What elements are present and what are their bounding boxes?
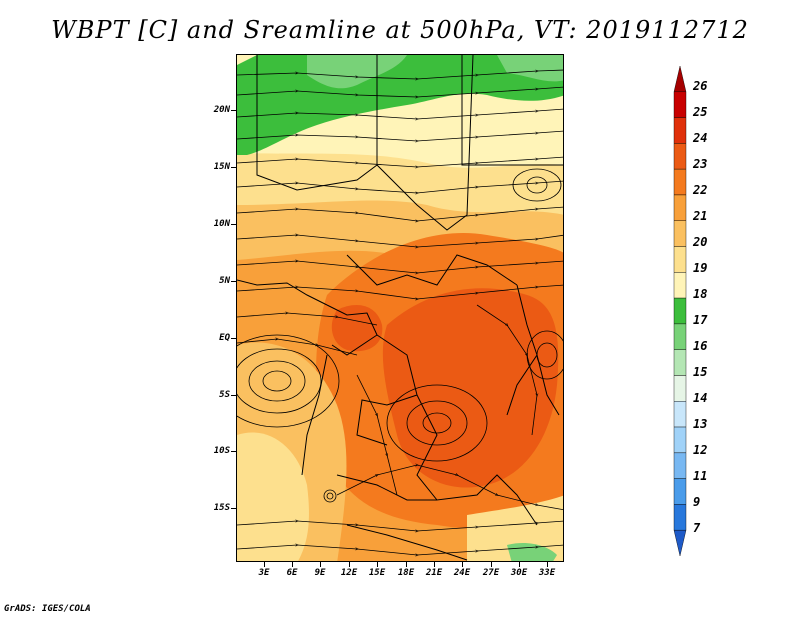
- colorbar-label: 17: [693, 313, 708, 327]
- vortices: [237, 168, 563, 503]
- wbpt-16-region: [497, 55, 563, 82]
- lon-tick: [491, 562, 492, 567]
- colorbar-label: 26: [693, 79, 708, 93]
- colorbar-label: 21: [693, 209, 708, 223]
- lon-label: 3E: [258, 568, 270, 578]
- lat-tick: [231, 451, 236, 452]
- colorbar-segment: [673, 272, 687, 299]
- colorbar-label: 20: [693, 235, 708, 249]
- colorbar-label: 7: [693, 521, 701, 535]
- colorbar-segment: [673, 426, 687, 454]
- colorbar-segment: [673, 117, 687, 144]
- lat-label: 15N: [213, 162, 230, 172]
- colorbar-label: 25: [693, 105, 708, 119]
- colorbar-segment: [673, 91, 687, 118]
- colorbar-label: 18: [693, 287, 708, 301]
- lat-label: 10N: [213, 219, 230, 229]
- colorbar-segment: [673, 504, 687, 531]
- colorbar-label: 15: [693, 365, 708, 379]
- wbpt-19-southwest: [237, 432, 309, 561]
- colorbar-label: 12: [693, 443, 708, 457]
- lat-tick: [231, 167, 236, 168]
- colorbar-segment: [673, 401, 687, 428]
- map-svg: [237, 55, 563, 561]
- lon-tick: [519, 562, 520, 567]
- colorbar-label: 24: [693, 131, 708, 145]
- colorbar-label: 13: [693, 417, 708, 431]
- lon-tick: [547, 562, 548, 567]
- lat-label: 20N: [213, 105, 230, 115]
- lon-tick: [320, 562, 321, 567]
- lat-label: 15S: [213, 503, 230, 513]
- lat-tick: [231, 508, 236, 509]
- lat-tick: [231, 395, 236, 396]
- colorbar-segment: [673, 375, 687, 402]
- colorbar-label: 23: [693, 157, 708, 171]
- lon-label: 27E: [482, 568, 500, 578]
- streamlines: [237, 70, 563, 555]
- lon-tick: [377, 562, 378, 567]
- lon-tick: [349, 562, 350, 567]
- lat-tick: [231, 338, 236, 339]
- wbpt-23-region-2: [331, 305, 383, 352]
- lon-tick: [462, 562, 463, 567]
- chart-title: WBPT [C] and Sreamline at 500hPa, VT: 20…: [51, 16, 749, 44]
- lon-tick: [292, 562, 293, 567]
- colorbar-segment: [673, 168, 687, 196]
- lon-label: 21E: [425, 568, 443, 578]
- lon-tick: [264, 562, 265, 567]
- lon-label: 18E: [397, 568, 415, 578]
- credit-text: GrADS: IGES/COLA: [4, 604, 91, 614]
- colorbar-segment: [673, 297, 687, 325]
- colorbar-segment: [673, 246, 687, 273]
- colorbar-label: 11: [693, 469, 708, 483]
- lon-label: 24E: [453, 568, 471, 578]
- lat-label: 5N: [219, 276, 230, 286]
- colorbar-segment: [673, 194, 687, 221]
- lon-label: 6E: [286, 568, 298, 578]
- colorbar: [673, 65, 687, 557]
- colorbar-segment: [673, 530, 687, 557]
- colorbar-segment: [673, 323, 687, 350]
- lon-tick: [406, 562, 407, 567]
- colorbar-segment: [673, 349, 687, 376]
- lat-label: 10S: [213, 446, 230, 456]
- colorbar-segment: [673, 452, 687, 479]
- lat-label: EQ: [219, 333, 230, 343]
- lon-tick: [434, 562, 435, 567]
- colorbar-segment: [673, 220, 687, 247]
- colorbar-segment: [673, 478, 687, 505]
- lon-label: 33E: [538, 568, 556, 578]
- lon-label: 12E: [340, 568, 358, 578]
- lat-tick: [231, 224, 236, 225]
- lat-label: 5S: [219, 390, 230, 400]
- colorbar-label: 19: [693, 261, 708, 275]
- colorbar-segment: [673, 65, 687, 92]
- colorbar-segment: [673, 143, 687, 170]
- colorbar-label: 22: [693, 183, 708, 197]
- map-panel: [236, 54, 564, 562]
- lon-label: 30E: [510, 568, 528, 578]
- colorbar-label: 14: [693, 391, 708, 405]
- lon-label: 9E: [314, 568, 326, 578]
- colorbar-label: 9: [693, 495, 701, 509]
- lat-tick: [231, 281, 236, 282]
- lon-label: 15E: [368, 568, 386, 578]
- lat-tick: [231, 110, 236, 111]
- colorbar-label: 16: [693, 339, 708, 353]
